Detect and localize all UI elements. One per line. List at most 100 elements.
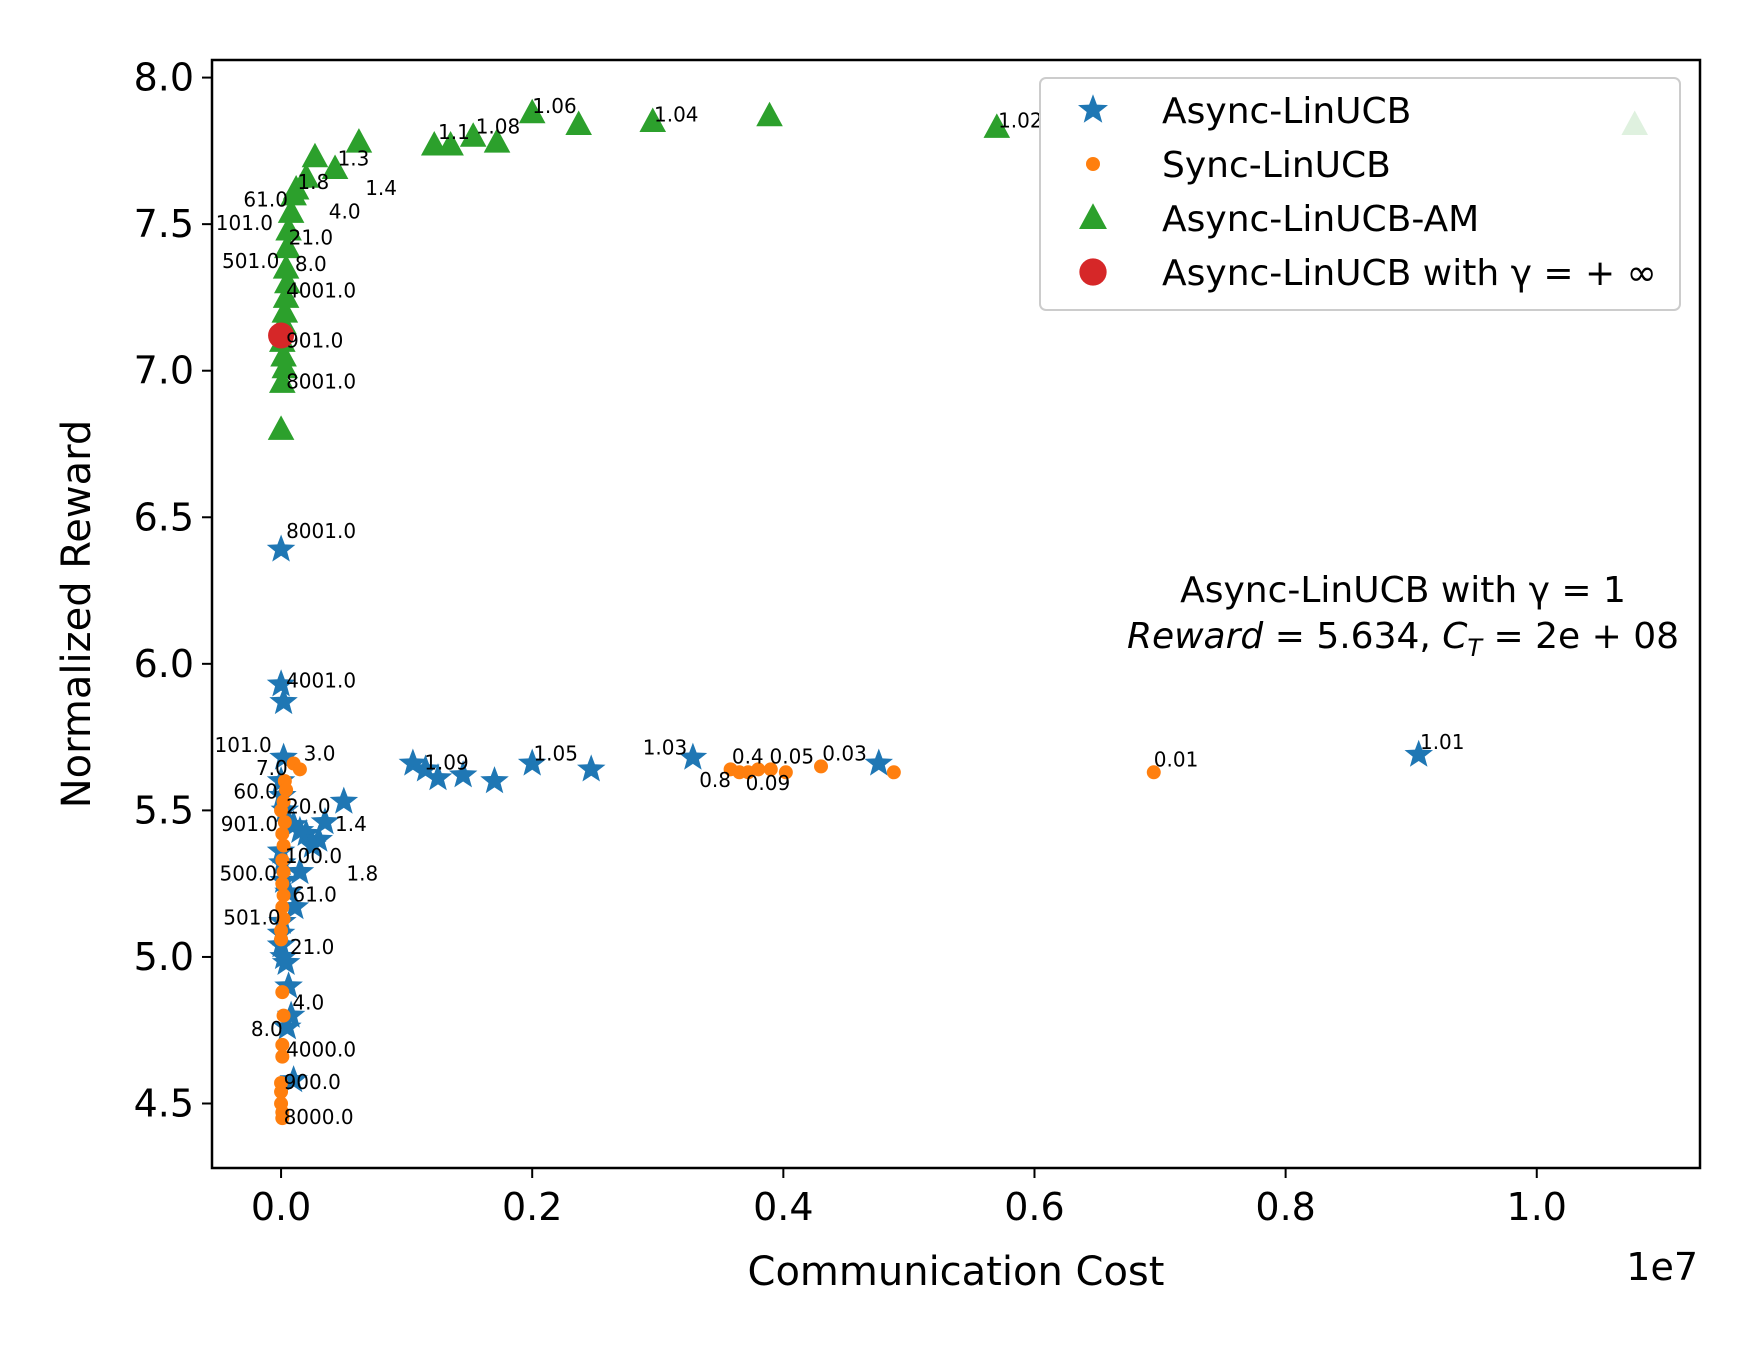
star-point bbox=[279, 1065, 308, 1093]
circle-point bbox=[276, 864, 291, 879]
point-annotation: 60.0 bbox=[233, 780, 278, 804]
triangle-point bbox=[270, 342, 297, 367]
point-annotation: 4000.0 bbox=[286, 1038, 356, 1062]
legend-box bbox=[1039, 77, 1681, 311]
point-annotation: 1.09 bbox=[424, 750, 469, 774]
circle-point bbox=[276, 888, 291, 903]
point-annotation: 1.4 bbox=[365, 176, 397, 200]
triangle-point bbox=[272, 283, 300, 308]
point-annotation: 7.0 bbox=[256, 756, 288, 780]
star-point bbox=[480, 766, 509, 794]
star-point bbox=[274, 971, 303, 999]
circle-point bbox=[275, 1111, 290, 1126]
legend-label: Async-LinUCB-AM bbox=[1162, 199, 1479, 240]
point-annotation: 8001.0 bbox=[286, 519, 356, 543]
y-axis-ticks: 4.5 5.0 5.5 6.0 6.5 7.0 7.5 8.0 bbox=[134, 56, 212, 1126]
circle-point bbox=[276, 911, 291, 926]
point-annotation: 21.0 bbox=[289, 226, 334, 250]
plot-frame bbox=[210, 58, 1702, 1170]
circle-point bbox=[778, 765, 793, 780]
y-tick-label: 4.5 bbox=[134, 1082, 194, 1126]
point-annotation: 1.8 bbox=[346, 862, 378, 886]
triangle-point bbox=[274, 268, 301, 294]
star-point bbox=[269, 686, 298, 715]
point-annotation: 0.05 bbox=[770, 744, 815, 768]
star-point bbox=[411, 754, 440, 782]
circle-point bbox=[275, 853, 290, 868]
point-annotation: 101.0 bbox=[215, 733, 272, 757]
star-point bbox=[273, 1012, 302, 1040]
data-marks bbox=[266, 98, 1649, 1126]
y-axis-label: Normalized Reward bbox=[54, 420, 100, 809]
point-annotation: 101.0 bbox=[216, 211, 273, 235]
triangle-point bbox=[274, 233, 301, 259]
point-annotation: 1.02 bbox=[998, 108, 1043, 132]
point-annotation: 501.0 bbox=[222, 249, 279, 273]
star-point bbox=[279, 810, 308, 838]
point-annotation: 1.4 bbox=[335, 812, 367, 836]
circle-point bbox=[275, 826, 290, 841]
triangle-point bbox=[292, 163, 320, 188]
legend-marker-triangle bbox=[1079, 203, 1107, 230]
triangle-point bbox=[267, 415, 295, 440]
star-point bbox=[298, 830, 327, 858]
circle-point bbox=[886, 765, 901, 780]
triangle-point bbox=[565, 110, 592, 135]
point-annotation: 500.0 bbox=[220, 862, 277, 886]
note-line-2-c: C bbox=[1442, 616, 1468, 657]
point-annotation: 4001.0 bbox=[286, 668, 356, 692]
circle-point bbox=[275, 1037, 290, 1052]
star-point bbox=[285, 815, 315, 843]
legend: Async-LinUCB Sync-LinUCB Async-LinUCB-AM As… bbox=[1039, 77, 1681, 311]
circle-point bbox=[275, 900, 290, 915]
circle-point bbox=[276, 838, 291, 853]
x-axis-label: Communication Cost bbox=[748, 1249, 1165, 1295]
star-point bbox=[266, 669, 296, 697]
point-annotation: 20.0 bbox=[286, 794, 331, 818]
point-annotation: 501.0 bbox=[223, 906, 280, 930]
triangle-point bbox=[321, 154, 349, 179]
point-annotation: 0.8 bbox=[699, 768, 731, 792]
legend-label: Async-LinUCB bbox=[1162, 91, 1411, 132]
star-point bbox=[310, 807, 340, 835]
point-annotation: 0.4 bbox=[732, 744, 764, 768]
star-point bbox=[1404, 739, 1433, 767]
triangle-point bbox=[639, 107, 667, 133]
circle-point bbox=[275, 1049, 290, 1064]
point-annotation: 3.0 bbox=[304, 742, 336, 766]
point-annotation: 8.0 bbox=[251, 1017, 283, 1041]
x-tick-label: 1.0 bbox=[1507, 1185, 1567, 1229]
x-tick-label: 0.8 bbox=[1255, 1185, 1315, 1229]
note-line-2-d: T bbox=[1467, 634, 1484, 662]
point-annotation: 8.0 bbox=[295, 252, 327, 276]
series-async-linucb-am bbox=[267, 98, 1649, 440]
circle-point bbox=[814, 759, 829, 774]
star-point bbox=[398, 748, 428, 776]
point-annotation: 0.09 bbox=[746, 771, 791, 795]
point-annotation: 4.0 bbox=[292, 991, 324, 1015]
triangle-point bbox=[301, 142, 329, 168]
y-tick-label: 7.5 bbox=[134, 202, 194, 246]
star-point bbox=[304, 824, 333, 852]
star-point bbox=[276, 1000, 306, 1028]
legend-marker-star bbox=[1078, 94, 1108, 123]
star-point bbox=[517, 748, 547, 776]
point-annotation: 61.0 bbox=[243, 188, 288, 212]
circle-point bbox=[274, 932, 289, 947]
circle-point bbox=[763, 762, 778, 777]
series-async-linucb-with- bbox=[268, 322, 295, 349]
legend-label: Sync-LinUCB bbox=[1162, 145, 1391, 186]
triangle-point bbox=[518, 98, 546, 124]
point-annotation: 1.01 bbox=[1420, 730, 1465, 754]
y-tick-label: 8.0 bbox=[134, 56, 194, 100]
point-annotation: 21.0 bbox=[290, 935, 335, 959]
bigcircle-point bbox=[268, 322, 295, 349]
note-line-2-a: Reward bbox=[1127, 616, 1264, 657]
circle-point bbox=[751, 762, 766, 777]
x-offset-label: 1e7 bbox=[1626, 1245, 1698, 1289]
triangle-point bbox=[271, 298, 299, 323]
circle-point bbox=[276, 1008, 291, 1023]
point-annotation: 1.04 bbox=[654, 103, 699, 127]
legend-marker-bigcircle bbox=[1079, 258, 1107, 286]
